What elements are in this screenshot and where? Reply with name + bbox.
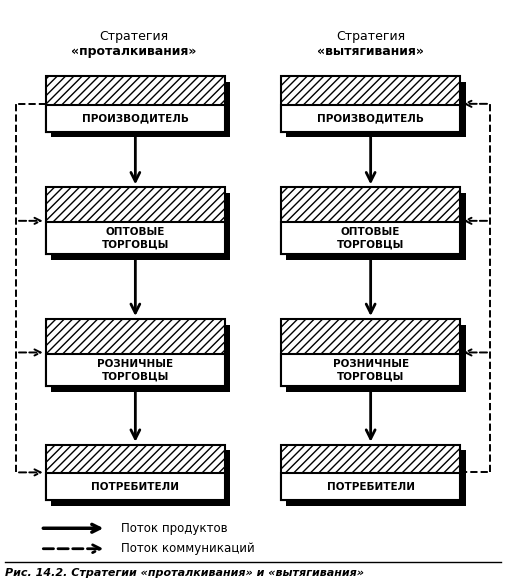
Bar	[285, 325, 465, 392]
Bar	[280, 76, 460, 132]
Bar	[280, 473, 460, 500]
Bar	[285, 82, 465, 137]
Bar	[50, 193, 230, 260]
Text: ПОТРЕБИТЕЛИ: ПОТРЕБИТЕЛИ	[326, 482, 414, 492]
Bar	[280, 354, 460, 386]
Text: ПОТРЕБИТЕЛИ: ПОТРЕБИТЕЛИ	[91, 482, 179, 492]
Text: Поток продуктов: Поток продуктов	[121, 522, 228, 535]
Bar	[45, 76, 225, 132]
Text: ПРОИЗВОДИТЕЛЬ: ПРОИЗВОДИТЕЛЬ	[317, 113, 423, 123]
Bar	[45, 473, 225, 500]
Text: ОПТОВЫЕ
ТОРГОВЦЫ: ОПТОВЫЕ ТОРГОВЦЫ	[102, 227, 169, 250]
Bar	[45, 187, 225, 254]
Text: Стратегия: Стратегия	[99, 30, 168, 43]
Text: «проталкивания»: «проталкивания»	[71, 45, 196, 58]
Bar	[280, 222, 460, 254]
Text: ПРОИЗВОДИТЕЛЬ: ПРОИЗВОДИТЕЛЬ	[82, 113, 188, 123]
Bar	[285, 450, 465, 506]
Bar	[45, 105, 225, 132]
Text: «вытягивания»: «вытягивания»	[317, 45, 424, 58]
Bar	[280, 105, 460, 132]
Text: РОЗНИЧНЫЕ
ТОРГОВЦЫ: РОЗНИЧНЫЕ ТОРГОВЦЫ	[97, 359, 173, 381]
Text: Поток коммуникаций: Поток коммуникаций	[121, 542, 255, 555]
Bar	[280, 319, 460, 386]
Text: Рис. 14.2. Стратегии «проталкивания» и «вытягивания»: Рис. 14.2. Стратегии «проталкивания» и «…	[5, 568, 363, 579]
Bar	[50, 325, 230, 392]
Text: ОПТОВЫЕ
ТОРГОВЦЫ: ОПТОВЫЕ ТОРГОВЦЫ	[336, 227, 403, 250]
Bar	[45, 445, 225, 500]
Bar	[280, 445, 460, 500]
Bar	[50, 82, 230, 137]
Bar	[45, 319, 225, 386]
Text: Стратегия: Стратегия	[336, 30, 405, 43]
Bar	[45, 354, 225, 386]
Bar	[50, 450, 230, 506]
Bar	[285, 193, 465, 260]
Bar	[45, 222, 225, 254]
Bar	[280, 187, 460, 254]
Text: РОЗНИЧНЫЕ
ТОРГОВЦЫ: РОЗНИЧНЫЕ ТОРГОВЦЫ	[332, 359, 408, 381]
